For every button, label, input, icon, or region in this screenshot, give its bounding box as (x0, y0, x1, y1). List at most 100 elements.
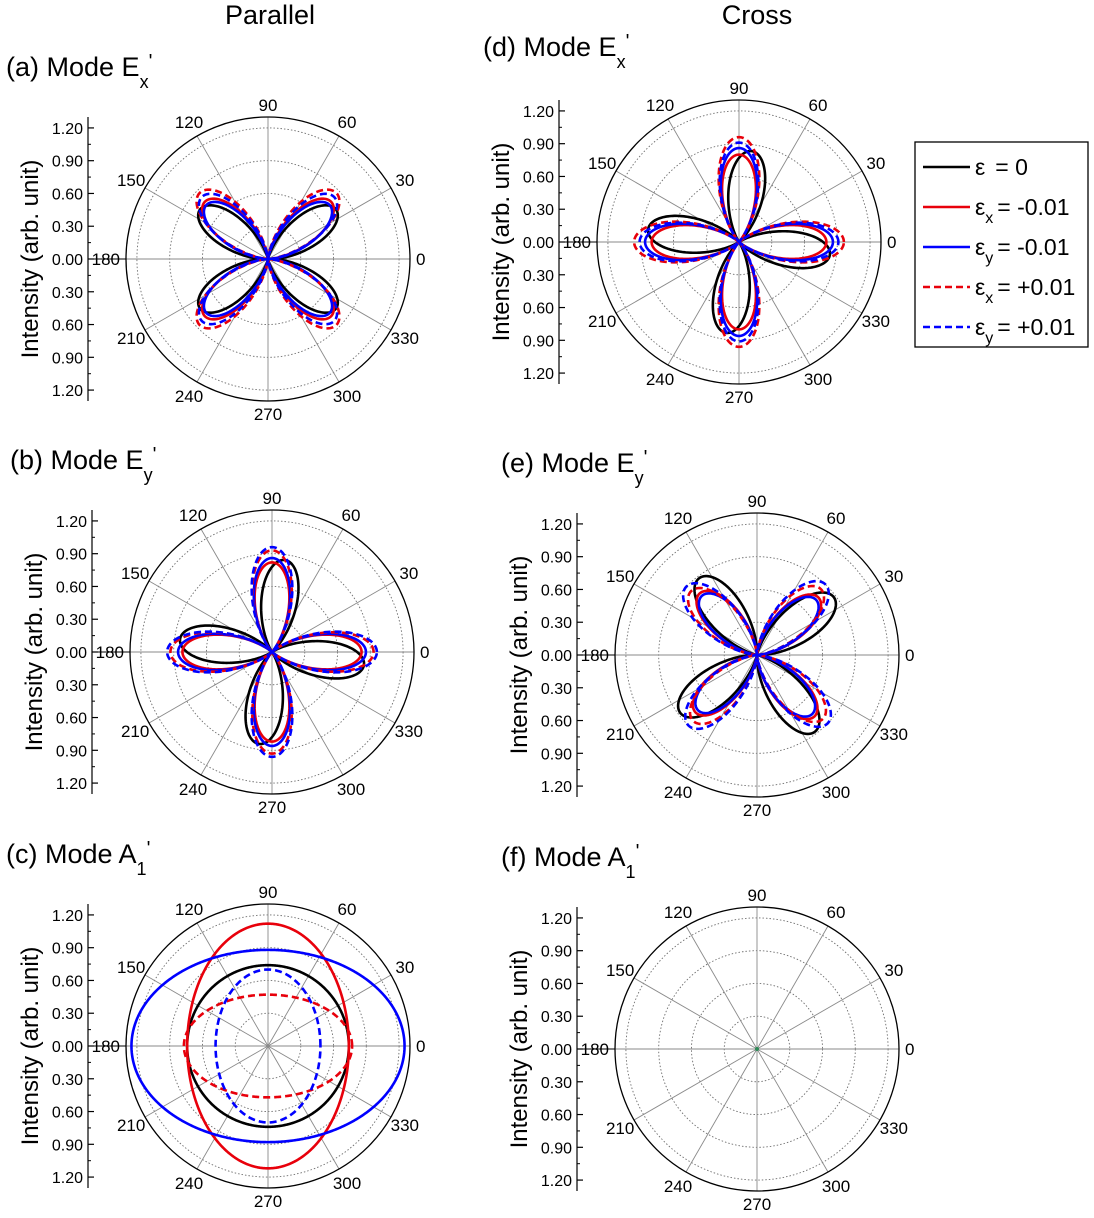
radial-tick-label: 1.20 (541, 911, 572, 928)
angle-tick-label: 30 (395, 171, 414, 190)
panel-title: (f) Mode A1' (501, 841, 639, 882)
angle-tick-label: 120 (664, 509, 692, 528)
angle-tick-label: 120 (179, 506, 207, 525)
angle-tick-label: 30 (884, 567, 903, 586)
radial-tick-label: 0.90 (56, 547, 87, 564)
series-curve-eyp (214, 968, 322, 1124)
panel-title-main: (d) Mode E (483, 32, 617, 62)
series-curve-exp (169, 549, 375, 755)
legend-symbol: ε (975, 194, 985, 220)
radial-tick-label: 1.20 (52, 908, 83, 925)
angle-tick-label: 210 (121, 722, 149, 741)
column-title-parallel: Parallel (225, 0, 315, 30)
radial-tick-label: 0.00 (52, 1039, 83, 1056)
angle-tick-label: 270 (743, 1195, 771, 1214)
angle-tick-label: 330 (391, 1116, 419, 1135)
legend-symbol: ε (975, 154, 985, 180)
angle-tick-label: 60 (338, 900, 357, 919)
angle-tick-label: 270 (743, 801, 771, 820)
angle-tick-label: 330 (395, 722, 423, 741)
legend-subscript: x (985, 210, 993, 227)
grid-spoke (685, 531, 758, 656)
panel-c: (c) Mode A1'0306090120150180210240270300… (6, 838, 425, 1211)
radial-tick-label: 1.20 (541, 517, 572, 534)
legend-value: = 0 (995, 154, 1028, 180)
radial-tick-label: 0.60 (541, 1108, 572, 1125)
angle-tick-label: 150 (121, 564, 149, 583)
series-curve-eyp (638, 141, 840, 343)
radial-tick-label: 0.90 (541, 944, 572, 961)
panel-d: (d) Mode Ex'0306090120150180210240270300… (483, 31, 896, 407)
angle-tick-label: 240 (664, 783, 692, 802)
angle-tick-label: 120 (175, 900, 203, 919)
radial-tick-label: 0.60 (52, 973, 83, 990)
radial-tick-label: 0.60 (541, 582, 572, 599)
radial-axis-label: Intensity (arb. unit) (488, 143, 515, 342)
radial-tick-label: 1.20 (52, 1170, 83, 1187)
angle-tick-label: 60 (827, 509, 846, 528)
radial-tick-label: 0.00 (541, 648, 572, 665)
radial-tick-label: 0.30 (541, 1075, 572, 1092)
legend-symbol: ε (975, 234, 985, 260)
radial-tick-label: 0.90 (523, 333, 554, 350)
angle-tick-label: 120 (664, 903, 692, 922)
panel-title-prime: ' (153, 444, 157, 466)
radial-tick-label: 0.90 (541, 1140, 572, 1157)
radial-tick-label: 1.20 (541, 1173, 572, 1190)
grid-spoke (267, 1045, 340, 1170)
angle-tick-label: 60 (827, 903, 846, 922)
grid-spoke (196, 258, 269, 383)
angle-tick-label: 270 (254, 405, 282, 424)
origin-point (755, 1047, 759, 1051)
angle-tick-label: 240 (664, 1177, 692, 1196)
grid-spoke (267, 922, 340, 1047)
angle-tick-label: 90 (259, 883, 278, 902)
grid-spoke (685, 654, 758, 779)
panel-title-subscript: x (140, 72, 149, 92)
grid-spoke (144, 974, 269, 1047)
panel-title-prime: ' (147, 838, 151, 860)
legend-subscript: x (985, 290, 993, 307)
radial-tick-label: 0.60 (541, 976, 572, 993)
angle-tick-label: 0 (887, 233, 896, 252)
radial-tick-label: 1.20 (541, 779, 572, 796)
panels-group: (a) Mode Ex'0306090120150180210240270300… (6, 31, 914, 1214)
panel-title: (d) Mode Ex' (483, 31, 629, 72)
radial-tick-label: 0.30 (52, 219, 83, 236)
grid-spoke (633, 583, 758, 656)
radial-tick-label: 0.60 (541, 714, 572, 731)
panel-title: (c) Mode A1' (6, 838, 150, 879)
legend-label-eym: εy = -0.01 (975, 234, 1070, 267)
legend-value: = +0.01 (997, 274, 1075, 300)
radial-tick-label: 0.00 (56, 645, 87, 662)
angle-tick-label: 300 (822, 1177, 850, 1196)
legend-value: = -0.01 (997, 194, 1069, 220)
legend-label-exm: εx = -0.01 (975, 194, 1070, 227)
angle-tick-label: 300 (333, 1174, 361, 1193)
radial-tick-label: 1.20 (52, 121, 83, 138)
grid-spoke (633, 977, 758, 1050)
angle-tick-label: 120 (646, 96, 674, 115)
radial-tick-label: 0.60 (52, 318, 83, 335)
radial-tick-label: 0.00 (52, 252, 83, 269)
panel-title: (a) Mode Ex' (6, 51, 152, 92)
radial-tick-label: 1.20 (52, 383, 83, 400)
radial-tick-label: 0.60 (52, 186, 83, 203)
column-title-cross: Cross (722, 0, 793, 30)
legend-subscript: y (985, 330, 993, 347)
angle-tick-label: 0 (416, 250, 425, 269)
legend-label-eps0: ε = 0 (975, 154, 1028, 180)
angle-tick-label: 330 (880, 1119, 908, 1138)
grid-spoke (756, 1048, 881, 1121)
grid-spoke (756, 925, 829, 1050)
grid-spoke (633, 654, 758, 727)
angle-tick-label: 240 (175, 1174, 203, 1193)
panel-title-prime: ' (644, 447, 648, 469)
radial-tick-label: 0.90 (52, 350, 83, 367)
angle-tick-label: 300 (337, 780, 365, 799)
radial-tick-label: 0.30 (52, 1072, 83, 1089)
angle-tick-label: 150 (117, 171, 145, 190)
panel-title-subscript: 1 (137, 859, 147, 879)
radial-tick-label: 0.30 (56, 612, 87, 629)
radial-tick-label: 1.20 (523, 104, 554, 121)
